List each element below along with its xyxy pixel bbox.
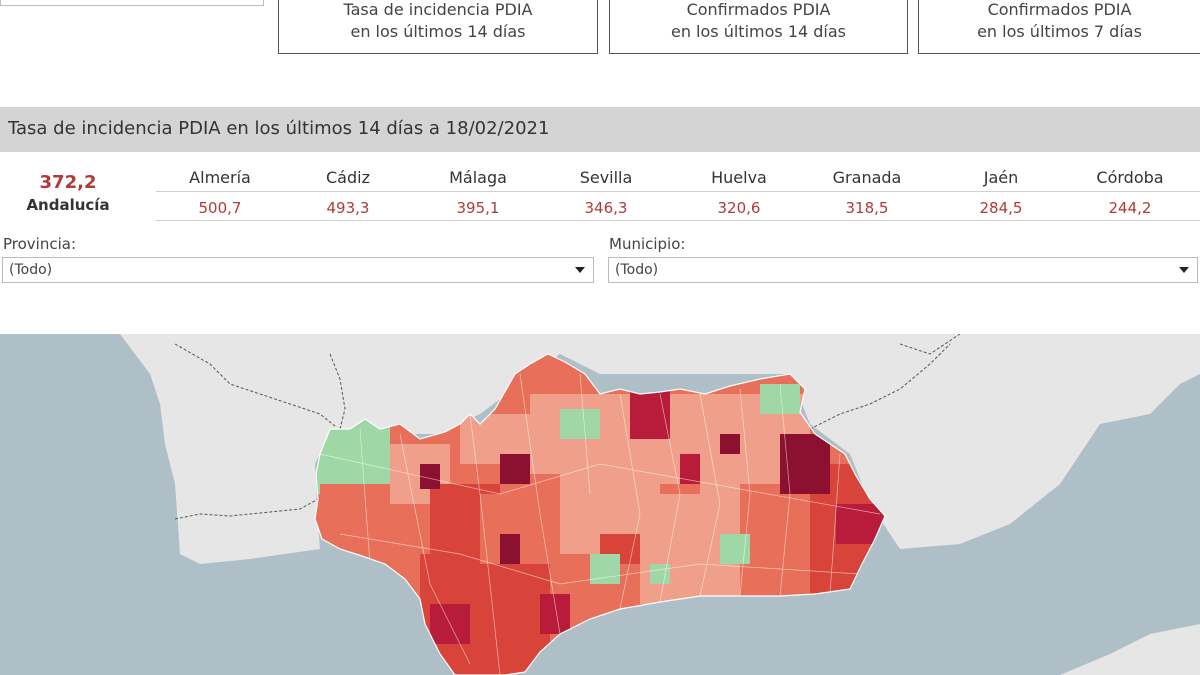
province-name: Córdoba xyxy=(1096,168,1164,187)
tab-line-2: en los últimos 7 días xyxy=(977,22,1142,41)
province-value: 395,1 xyxy=(456,199,500,217)
province-name: Jaén xyxy=(983,168,1019,187)
province-value: 284,5 xyxy=(979,199,1023,217)
table-divider-top xyxy=(156,191,1200,192)
provincia-selected-value: (Todo) xyxy=(9,262,53,278)
tab-line-1: Confirmados PDIA xyxy=(987,0,1132,19)
tab-line-2: en los últimos 14 días xyxy=(350,22,526,41)
tab-line-1: Confirmados PDIA xyxy=(686,0,831,19)
province-value: 493,3 xyxy=(326,199,370,217)
province-name: Málaga xyxy=(449,168,507,187)
andalucia-rate: 372,2 xyxy=(39,172,97,193)
andalucia-label: Andalucía xyxy=(26,196,110,214)
province-name: Sevilla xyxy=(579,168,633,187)
top-select[interactable] xyxy=(0,0,264,6)
tab-line-1: Tasa de incidencia PDIA xyxy=(343,0,533,19)
province-value: 500,7 xyxy=(198,199,242,217)
province-column[interactable]: Granada 318,5 xyxy=(803,163,931,221)
map-svg[interactable] xyxy=(0,334,1200,675)
land-background xyxy=(0,334,1200,675)
province-column[interactable]: Sevilla 346,3 xyxy=(542,163,670,221)
province-column[interactable]: Cádiz 493,3 xyxy=(284,163,412,221)
provincia-filter-label: Provincia: xyxy=(3,235,77,253)
chevron-down-icon xyxy=(1179,267,1189,273)
province-name: Granada xyxy=(832,168,902,187)
province-column[interactable]: Huelva 320,6 xyxy=(675,163,803,221)
province-column[interactable]: Almería 500,7 xyxy=(156,163,284,221)
tab-line-2: en los últimos 14 días xyxy=(670,22,846,41)
choropleth-map[interactable] xyxy=(0,334,1200,675)
tab-tasa-incidencia-14[interactable]: Tasa de incidencia PDIA en los últimos 1… xyxy=(278,0,598,54)
andalucia-outline xyxy=(314,353,886,675)
province-value: 318,5 xyxy=(845,199,889,217)
section-header: Tasa de incidencia PDIA en los últimos 1… xyxy=(0,107,1200,152)
municipio-dropdown[interactable]: (Todo) xyxy=(608,257,1198,283)
province-name: Huelva xyxy=(711,168,767,187)
table-divider-bottom xyxy=(156,220,1200,221)
province-name: Cádiz xyxy=(326,168,370,187)
province-column[interactable]: Málaga 395,1 xyxy=(414,163,542,221)
tab-confirmados-7[interactable]: Confirmados PDIA en los últimos 7 días xyxy=(918,0,1200,54)
province-column[interactable]: Córdoba 244,2 xyxy=(1066,163,1194,221)
province-value: 244,2 xyxy=(1108,199,1152,217)
country-borders xyxy=(174,334,961,520)
tab-confirmados-14[interactable]: Confirmados PDIA en los últimos 14 días xyxy=(609,0,908,54)
province-value: 320,6 xyxy=(717,199,761,217)
municipio-selected-value: (Todo) xyxy=(615,262,659,278)
province-table: Almería 500,7 Cádiz 493,3 Málaga 395,1 S… xyxy=(156,163,1200,221)
province-name: Almería xyxy=(189,168,251,187)
chevron-down-icon xyxy=(575,267,585,273)
section-title: Tasa de incidencia PDIA en los últimos 1… xyxy=(8,118,550,139)
province-column[interactable]: Jaén 284,5 xyxy=(937,163,1065,221)
province-value: 346,3 xyxy=(584,199,628,217)
municipio-filter-label: Municipio: xyxy=(609,235,686,253)
provincia-dropdown[interactable]: (Todo) xyxy=(2,257,594,283)
